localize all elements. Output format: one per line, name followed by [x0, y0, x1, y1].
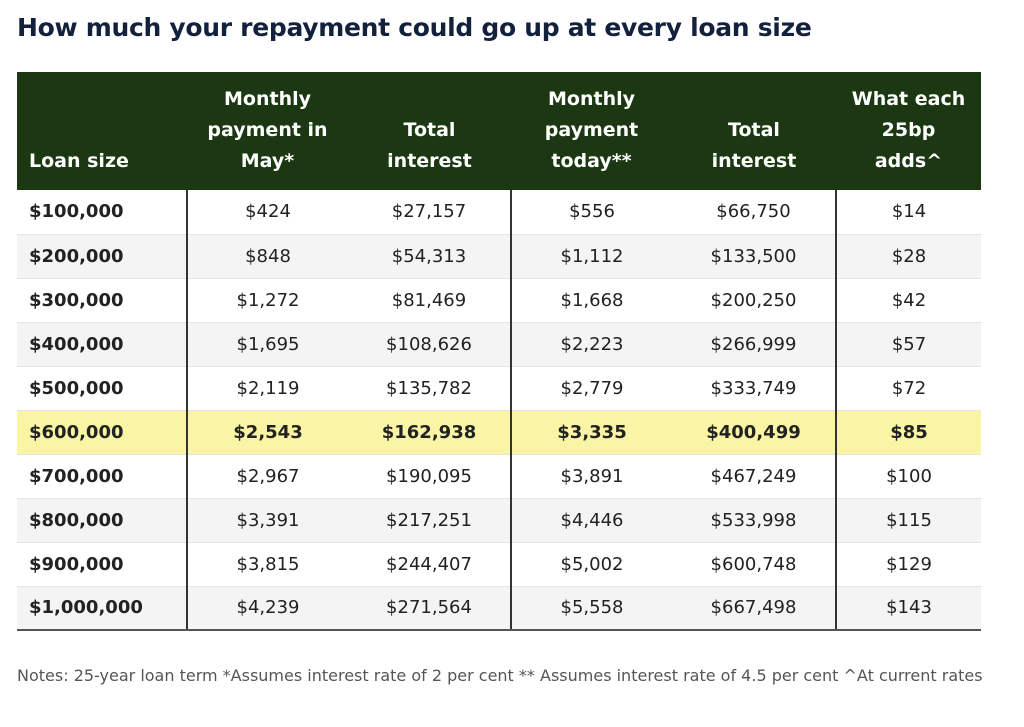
total-interest-may-cell: $108,626	[348, 322, 512, 367]
each-25bp-adds-cell: $129	[836, 542, 981, 587]
monthly-payment-may-cell: $3,815	[187, 542, 348, 587]
each-25bp-adds-cell: $57	[836, 322, 981, 367]
each-25bp-adds-cell: $115	[836, 498, 981, 543]
table-row: $400,000 $1,695 $108,626 $2,223 $266,999 $57	[17, 322, 981, 367]
total-interest-may-cell: $27,157	[348, 190, 512, 235]
monthly-payment-may-cell: $4,239	[187, 586, 348, 631]
monthly-payment-today-cell: $1,112	[511, 234, 672, 279]
total-interest-may-cell: $162,938	[348, 410, 512, 455]
loan-size-cell: $200,000	[17, 234, 188, 279]
table-row: $800,000 $3,391 $217,251 $4,446 $533,998 $115	[17, 498, 981, 543]
table-body: $100,000 $424 $27,157 $556 $66,750 $14 $200,00…	[17, 190, 981, 631]
header-each-25bp-adds: What each 25bp adds^	[851, 88, 966, 172]
total-interest-today-cell: $600,748	[672, 542, 837, 587]
each-25bp-adds-cell: $14	[836, 190, 981, 235]
each-25bp-adds-cell: $28	[836, 234, 981, 279]
monthly-payment-today-cell: $1,668	[511, 278, 672, 323]
each-25bp-adds-cell: $85	[836, 410, 981, 455]
total-interest-today-cell: $200,250	[672, 278, 837, 323]
header-monthly-payment-may: Monthly payment in May*	[207, 88, 328, 172]
header-loan-size: Loan size	[29, 150, 129, 172]
header-monthly-payment-today: Monthly payment today**	[544, 88, 639, 172]
monthly-payment-may-cell: $848	[187, 234, 348, 279]
total-interest-today-cell: $333,749	[672, 366, 837, 411]
monthly-payment-may-cell: $1,272	[187, 278, 348, 323]
total-interest-today-cell: $667,498	[672, 586, 837, 631]
table-row: $200,000 $848 $54,313 $1,112 $133,500 $28	[17, 234, 981, 279]
monthly-payment-today-cell: $2,223	[511, 322, 672, 367]
table-notes: Notes: 25-year loan term *Assumes intere…	[17, 666, 983, 685]
loan-size-cell: $400,000	[17, 322, 188, 367]
monthly-payment-today-cell: $4,446	[511, 498, 672, 543]
total-interest-today-cell: $133,500	[672, 234, 837, 279]
header-row: Loan size Monthly payment in May* Total …	[17, 72, 981, 190]
each-25bp-adds-cell: $72	[836, 366, 981, 411]
table-row: $500,000 $2,119 $135,782 $2,779 $333,749 $72	[17, 366, 981, 411]
chart-title: How much your repayment could go up at e…	[17, 13, 812, 42]
table-row: $300,000 $1,272 $81,469 $1,668 $200,250 $42	[17, 278, 981, 323]
table-header: Loan size Monthly payment in May* Total …	[17, 72, 981, 190]
loan-size-cell: $1,000,000	[17, 586, 188, 631]
monthly-payment-may-cell: $1,695	[187, 322, 348, 367]
loan-size-cell: $100,000	[17, 190, 188, 235]
total-interest-may-cell: $217,251	[348, 498, 512, 543]
each-25bp-adds-cell: $100	[836, 454, 981, 499]
loan-size-cell: $700,000	[17, 454, 188, 499]
table-row: $700,000 $2,967 $190,095 $3,891 $467,249 $100	[17, 454, 981, 499]
monthly-payment-today-cell: $3,891	[511, 454, 672, 499]
total-interest-may-cell: $244,407	[348, 542, 512, 587]
loan-size-cell: $800,000	[17, 498, 188, 543]
table-row: $1,000,000 $4,239 $271,564 $5,558 $667,498 $1…	[17, 586, 981, 631]
total-interest-today-cell: $400,499	[672, 410, 837, 455]
total-interest-may-cell: $81,469	[348, 278, 512, 323]
total-interest-may-cell: $271,564	[348, 586, 512, 631]
table-row: $100,000 $424 $27,157 $556 $66,750 $14	[17, 190, 981, 235]
total-interest-today-cell: $266,999	[672, 322, 837, 367]
total-interest-may-cell: $190,095	[348, 454, 512, 499]
repayment-table: Loan size Monthly payment in May* Total …	[17, 72, 981, 631]
total-interest-today-cell: $533,998	[672, 498, 837, 543]
monthly-payment-may-cell: $2,119	[187, 366, 348, 411]
loan-size-cell: $900,000	[17, 542, 188, 587]
total-interest-may-cell: $54,313	[348, 234, 512, 279]
monthly-payment-today-cell: $2,779	[511, 366, 672, 411]
monthly-payment-may-cell: $2,543	[187, 410, 348, 455]
total-interest-may-cell: $135,782	[348, 366, 512, 411]
total-interest-today-cell: $66,750	[672, 190, 837, 235]
monthly-payment-today-cell: $5,002	[511, 542, 672, 587]
total-interest-today-cell: $467,249	[672, 454, 837, 499]
loan-size-cell: $600,000	[17, 410, 188, 455]
each-25bp-adds-cell: $42	[836, 278, 981, 323]
table-row-highlighted: $600,000 $2,543 $162,938 $3,335 $400,499 $85	[17, 410, 981, 455]
monthly-payment-may-cell: $2,967	[187, 454, 348, 499]
monthly-payment-today-cell: $3,335	[511, 410, 672, 455]
loan-size-cell: $500,000	[17, 366, 188, 411]
monthly-payment-may-cell: $3,391	[187, 498, 348, 543]
table-row: $900,000 $3,815 $244,407 $5,002 $600,748 $129	[17, 542, 981, 587]
monthly-payment-may-cell: $424	[187, 190, 348, 235]
each-25bp-adds-cell: $143	[836, 586, 981, 631]
monthly-payment-today-cell: $556	[511, 190, 672, 235]
header-total-interest-may: Total interest	[387, 119, 472, 172]
header-total-interest-today: Total interest	[711, 119, 797, 172]
loan-size-cell: $300,000	[17, 278, 188, 323]
monthly-payment-today-cell: $5,558	[511, 586, 672, 631]
